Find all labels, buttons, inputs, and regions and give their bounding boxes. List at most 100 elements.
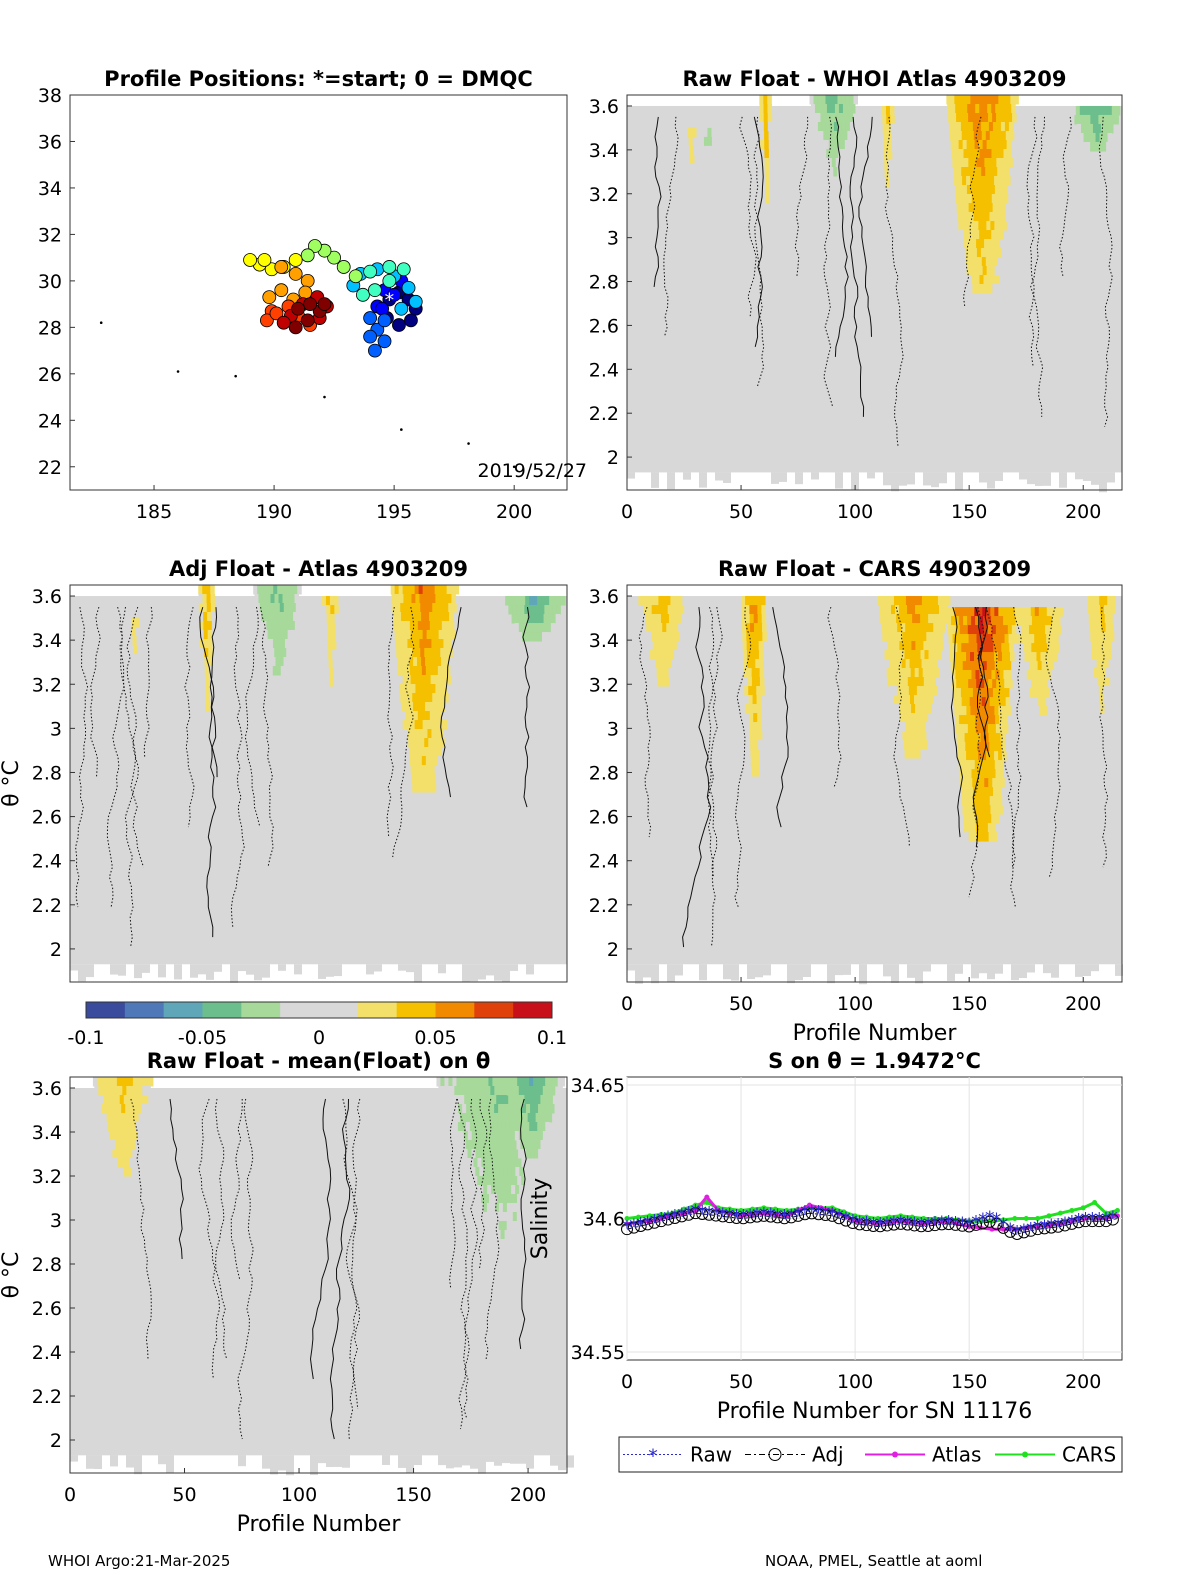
heatmap-cell (975, 823, 981, 833)
heatmap-cell (408, 648, 413, 658)
heatmap-cell (436, 693, 441, 703)
map-ytick-label: 24 (38, 410, 62, 432)
heatmap-cell (979, 724, 985, 734)
heatmap-cell (883, 641, 888, 651)
series-marker-cars (635, 1214, 641, 1220)
contour-line (463, 1098, 479, 1420)
heatmap-cell (967, 814, 972, 824)
heatmap-cell (509, 1077, 514, 1087)
heatmap-cell (425, 666, 431, 676)
heatmap-cell (496, 1095, 501, 1105)
heatmap-cell (528, 1095, 533, 1105)
heatmap-cell (994, 176, 999, 186)
profile-marker (387, 287, 402, 302)
heatmap-cell (1030, 670, 1036, 680)
heatmap-cell (895, 740, 900, 750)
heatmap-cell (834, 104, 840, 114)
heatmap-cell (442, 630, 448, 640)
heatmap-cell (509, 1122, 515, 1132)
heatmap-cell (421, 612, 426, 622)
heatmap-cell (676, 614, 682, 624)
heatmap-cell (657, 677, 663, 687)
heatmap-cell (286, 964, 294, 980)
coast-dot (467, 442, 470, 445)
heatmap-cell (924, 713, 929, 723)
heatmap-cell (401, 666, 407, 676)
heatmap-cell (141, 1131, 146, 1141)
heatmap-cell (95, 1095, 101, 1105)
heatmap-cell (1091, 964, 1099, 972)
salinity-xtick-label: 100 (837, 1371, 873, 1393)
heatmap-cell (166, 964, 174, 978)
heatmap-cell (158, 1455, 166, 1465)
heatmap-cell (651, 964, 659, 984)
heatmap-cell (958, 140, 964, 150)
profile-marker (243, 253, 257, 267)
heatmap-cell (1034, 634, 1039, 644)
heatmap-cell (987, 670, 992, 680)
heatmap-cell (110, 1455, 118, 1467)
heatmap-cell (126, 1455, 134, 1468)
heatmap-cell (133, 1131, 138, 1141)
heatmap-cell (1009, 131, 1015, 141)
series-marker-cars (704, 1199, 710, 1205)
heatmap-cell (465, 1140, 471, 1150)
heatmap-cell (995, 814, 1000, 824)
salinity-xtick-label: 0 (621, 1371, 633, 1393)
heatmap-cell (966, 140, 972, 150)
heatmap-cell (704, 217, 710, 228)
heatmap-cell (1082, 141, 1087, 152)
raw-marker: * (718, 1204, 728, 1226)
heatmap-cell (518, 964, 526, 982)
heatmap-cell (527, 1167, 532, 1177)
heatmap-cell (269, 1194, 275, 1204)
heatmap-cell (280, 1311, 286, 1321)
heatmap-cell (928, 713, 933, 723)
heatmap-cell (513, 1122, 518, 1132)
heatmap-cell (128, 1077, 134, 1087)
heatmap-cell (894, 632, 899, 642)
profile-marker (394, 301, 409, 316)
heatmap-cell (334, 1455, 342, 1467)
salinity-ytick-label: 34.55 (571, 1342, 625, 1364)
contour-line (143, 607, 153, 758)
heatmap-cell (646, 650, 651, 660)
heatmap-cell (437, 612, 442, 622)
heatmap-cell (513, 1176, 518, 1186)
heatmap-cell (934, 668, 940, 678)
heatmap-cell (297, 1194, 303, 1204)
heatmap-cell (970, 176, 975, 186)
heatmap-cell (406, 720, 412, 730)
heatmap-cell (826, 149, 831, 159)
heatmap-cell (829, 122, 835, 132)
adj-marker (826, 1209, 839, 1222)
heatmap-cell (667, 472, 675, 490)
heatmap-cell (537, 596, 542, 606)
heatmap-cell (900, 749, 906, 759)
heatmap-cell (998, 661, 1004, 671)
heatmap-cell (701, 163, 706, 174)
heatmap-cell (954, 140, 960, 150)
contour-line (1045, 606, 1061, 878)
heatmap-cell (742, 650, 748, 660)
heatmap-cell (984, 688, 990, 698)
heatmap-cell (983, 275, 989, 285)
heatmap-cell (509, 1176, 514, 1186)
heatmap-cell (286, 621, 291, 631)
heatmap-cell (743, 677, 749, 687)
heatmap-cell (701, 235, 707, 246)
heatmap-cell (1115, 605, 1121, 615)
heatmap-cell (270, 621, 275, 631)
raw-marker: * (958, 1214, 968, 1236)
heatmap-cell (1103, 641, 1108, 651)
heatmap-cell (518, 1086, 524, 1096)
heatmap-cell (996, 203, 1002, 213)
heatmap-cell (1075, 964, 1083, 977)
heatmap-cell (533, 1194, 538, 1204)
heatmap-cell (932, 650, 938, 660)
heatmap-cell (958, 95, 963, 105)
profile-marker (288, 320, 303, 335)
heatmap-cell (450, 1086, 455, 1096)
heatmap-ytick-label: 2.4 (32, 851, 62, 873)
heatmap-cell (526, 1131, 532, 1141)
